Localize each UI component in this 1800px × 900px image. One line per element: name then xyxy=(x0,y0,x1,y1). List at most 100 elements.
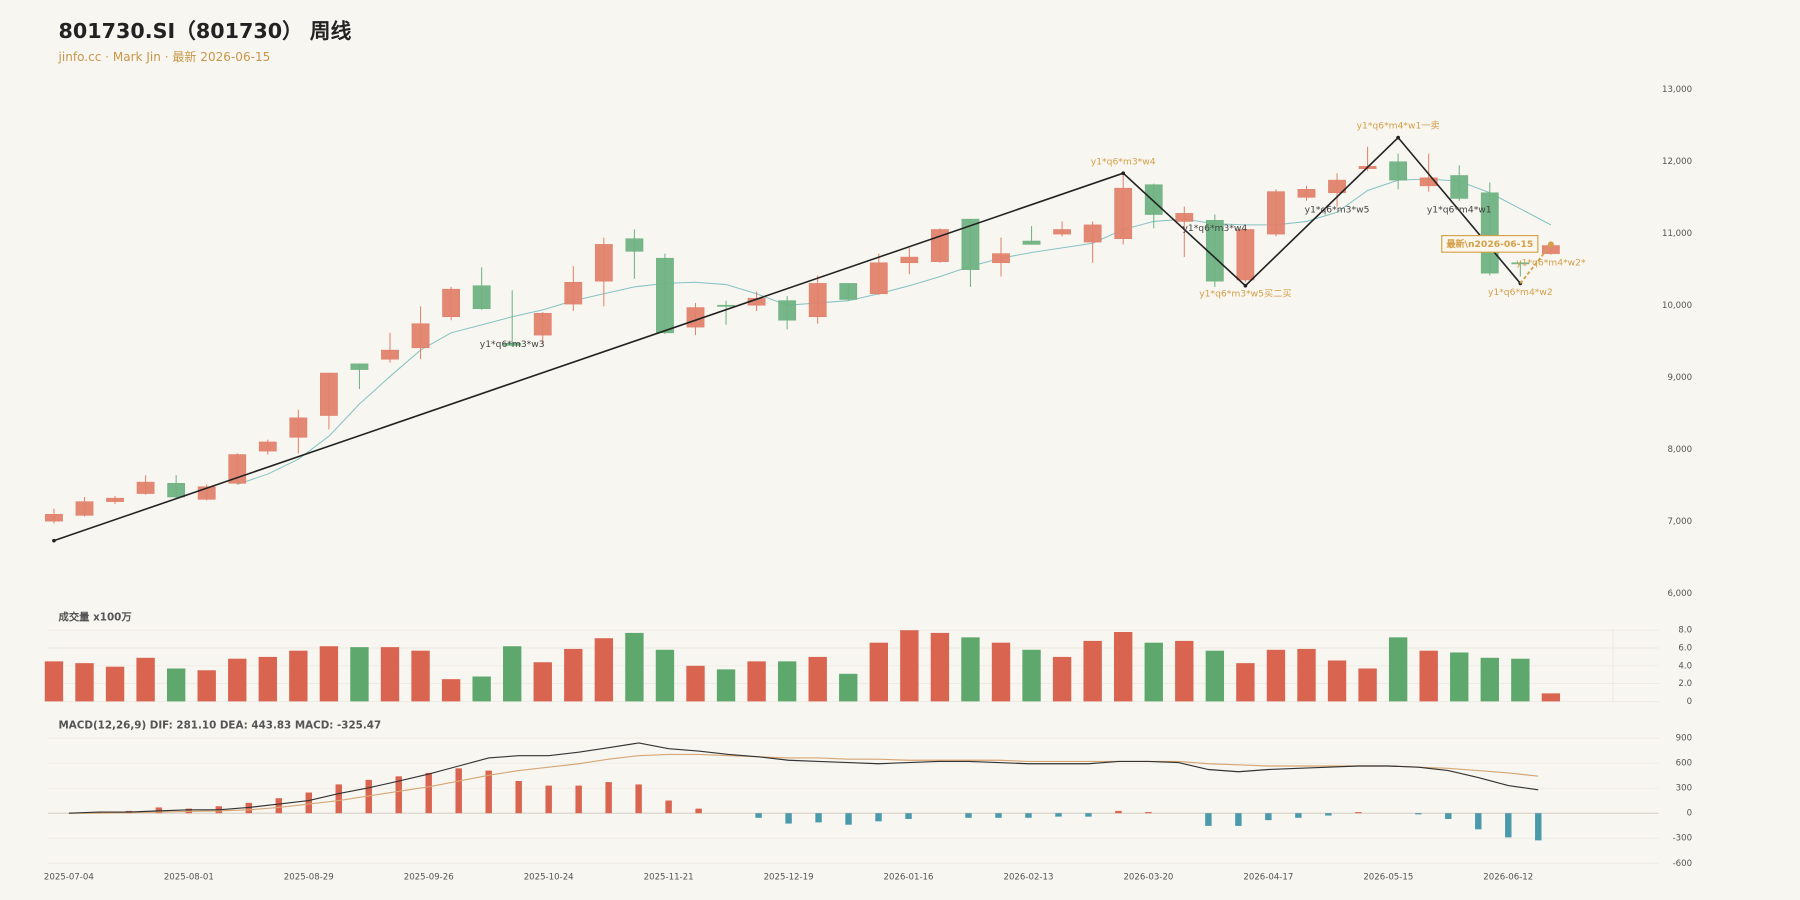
candle-body xyxy=(411,323,430,349)
macd-bar xyxy=(1325,813,1332,816)
candle-body xyxy=(1236,229,1255,281)
y-tick-label: 8,000 xyxy=(1667,445,1692,455)
y-tick-label: 4.0 xyxy=(1678,661,1692,671)
x-tick-label: 2026-01-16 xyxy=(884,873,934,883)
macd-bar xyxy=(1145,812,1152,814)
y-tick-label: 0 xyxy=(1687,697,1692,707)
ma-line xyxy=(237,178,1552,485)
macd-bar xyxy=(485,770,492,814)
annotation: y1*q6*m4*w2* xyxy=(1516,257,1586,268)
macd-bar xyxy=(815,813,822,823)
volume-bar xyxy=(472,676,491,702)
candle-body xyxy=(350,363,369,370)
volume-bar xyxy=(197,670,216,702)
volume-bar xyxy=(564,648,583,702)
macd-bar xyxy=(365,779,372,814)
volume-bar xyxy=(1480,657,1499,702)
candle-body xyxy=(869,262,888,295)
y-tick-label: 13,000 xyxy=(1662,85,1692,95)
x-tick-label: 2025-12-19 xyxy=(764,873,814,883)
volume-bar xyxy=(380,647,400,702)
macd-bar xyxy=(425,772,432,814)
macd-bar xyxy=(575,785,582,814)
candle-body xyxy=(106,497,124,502)
candle-body xyxy=(1511,262,1530,265)
candle-body xyxy=(900,256,919,264)
volume-bar xyxy=(900,630,919,702)
macd-bar xyxy=(1235,813,1242,826)
y-tick-label: 10,000 xyxy=(1662,301,1692,311)
annotation: y1*q6*m3*w4 xyxy=(1091,156,1156,167)
dea-line xyxy=(68,753,1539,814)
volume-bar xyxy=(991,642,1011,702)
zigzag-point xyxy=(1396,135,1400,140)
candle-body xyxy=(1450,175,1469,199)
volume-bar xyxy=(1327,660,1347,702)
volume-bar xyxy=(594,638,614,702)
dif-line xyxy=(68,742,1539,814)
macd-bar xyxy=(1025,813,1032,818)
annotation: y1*q6*m3*w3 xyxy=(480,339,545,350)
y-tick-label: 6,000 xyxy=(1667,589,1692,599)
volume-bar xyxy=(289,650,308,702)
candle-body xyxy=(258,441,277,452)
y-tick-label: 12,000 xyxy=(1662,157,1692,167)
volume-bar xyxy=(166,668,186,702)
candle-body xyxy=(45,514,63,522)
macd-bar xyxy=(305,792,312,814)
x-tick-label: 2025-08-01 xyxy=(164,873,214,883)
volume-bar xyxy=(1450,652,1469,702)
x-tick-label: 2025-11-21 xyxy=(644,873,694,883)
volume-bar xyxy=(1541,693,1561,702)
y-tick-label: 7,000 xyxy=(1667,517,1692,527)
zigzag-point xyxy=(1121,171,1126,176)
y-tick-label: 300 xyxy=(1676,784,1692,794)
candle-body xyxy=(533,313,552,336)
candle-body xyxy=(320,372,338,416)
macd-bar xyxy=(635,784,642,814)
candle-body xyxy=(1022,240,1041,245)
annotation: y1*q6*m4*w2 xyxy=(1488,287,1553,298)
zigzag-point xyxy=(52,538,56,543)
volume-bar xyxy=(533,662,552,702)
volume-bar xyxy=(1052,656,1072,702)
candle-body xyxy=(839,283,858,300)
y-tick-label: 900 xyxy=(1676,734,1692,744)
macd-bar xyxy=(1355,812,1362,814)
macd-bar xyxy=(875,813,882,822)
volume-bar xyxy=(961,637,980,702)
x-tick-label: 2025-08-29 xyxy=(284,873,334,883)
y-tick-label: 0 xyxy=(1687,809,1692,819)
y-tick-label: 9,000 xyxy=(1667,373,1692,383)
macd-bar xyxy=(275,798,283,814)
macd-bar xyxy=(515,781,522,814)
candle-body xyxy=(717,304,735,307)
macd-bar xyxy=(665,800,672,814)
candle-body xyxy=(1419,177,1438,187)
projection-line xyxy=(1519,243,1552,284)
candle-body xyxy=(625,238,644,252)
candle-body xyxy=(1175,213,1194,222)
y-tick-label: 11,000 xyxy=(1662,229,1692,239)
candle-body xyxy=(381,349,399,360)
macd-bar xyxy=(995,813,1002,818)
y-tick-label: 2.0 xyxy=(1678,679,1692,689)
macd-bar xyxy=(1295,813,1302,818)
candle-body xyxy=(1083,224,1102,243)
volume-bar xyxy=(441,679,461,702)
annotation: y1*q6*m3*w5 xyxy=(1305,204,1370,215)
volume-bar xyxy=(930,632,950,702)
volume-bar xyxy=(1511,658,1530,702)
x-tick-label: 2025-10-24 xyxy=(524,873,574,883)
y-tick-label: 6.0 xyxy=(1678,644,1692,654)
volume-bar xyxy=(1297,648,1316,702)
candle-body xyxy=(808,283,827,318)
candle-body xyxy=(75,501,94,516)
volume-bar xyxy=(319,646,339,702)
candle-body xyxy=(656,257,674,334)
macd-bar xyxy=(1445,813,1452,819)
macd-bar xyxy=(455,768,462,814)
volume-bar xyxy=(625,632,644,702)
x-tick-label: 2026-02-13 xyxy=(1004,873,1054,883)
